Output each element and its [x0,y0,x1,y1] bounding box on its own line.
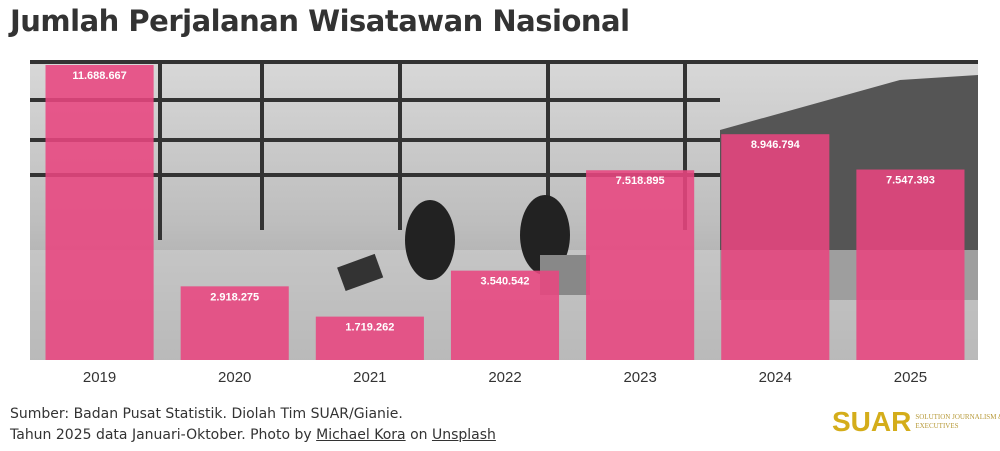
value-label: 1.719.262 [345,322,394,334]
bar [721,134,830,360]
bar [856,169,965,360]
x-tick-label: 2025 [894,369,927,386]
source-note: Sumber: Badan Pusat Statistik. Diolah Ti… [10,406,403,422]
value-label: 2.918.275 [210,291,259,303]
on: on [410,427,428,443]
x-tick-label: 2019 [83,369,116,386]
x-tick-label: 2024 [759,369,792,386]
bar [450,270,560,360]
photographer-link[interactable]: Michael Kora [316,427,406,443]
footer: Sumber: Badan Pusat Statistik. Diolah Ti… [10,404,496,446]
value-label: 7.547.393 [886,174,935,186]
logo-tagline: SOLUTION JOURNALISM & EXECUTIVES [915,413,1000,430]
note: Tahun 2025 data Januari-Oktober. Photo b… [10,427,312,443]
x-tick-label: 2022 [488,369,521,386]
bar [315,316,424,360]
logo: SUAR SOLUTION JOURNALISM & EXECUTIVES [832,406,1000,438]
bar [180,286,289,360]
x-tick-label: 2023 [623,369,656,386]
site-link[interactable]: Unsplash [431,427,496,443]
data-note: Tahun 2025 data Januari-Oktober. Photo b… [10,425,496,446]
chart: 11.688.667 2019 2.918.275 2020 1.719.262 2021… [30,60,978,386]
bar [45,65,154,360]
logo-name: SUAR [832,406,912,437]
chart-title: Jumlah Perjalanan Wisatawan Nasional [10,4,630,38]
value-label: 7.518.895 [616,175,665,187]
bar [586,170,695,360]
value-label: 8.946.794 [751,139,801,151]
x-tick-label: 2021 [353,369,386,386]
x-tick-label: 2020 [218,369,251,386]
value-label: 3.540.542 [481,276,530,288]
value-label: 11.688.667 [72,70,126,82]
